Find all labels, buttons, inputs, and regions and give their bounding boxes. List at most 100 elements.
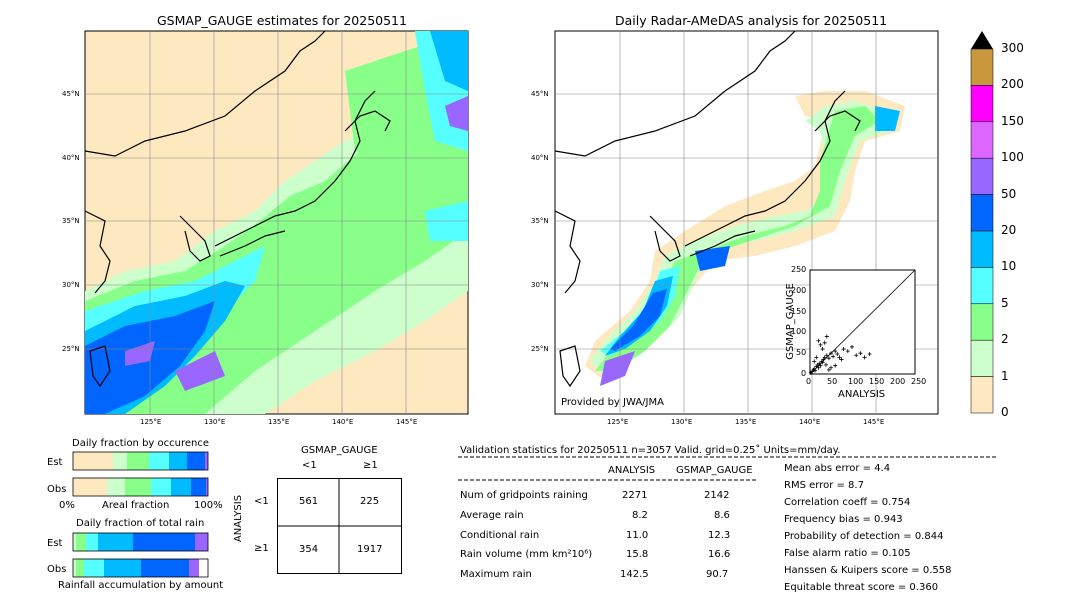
colorbar-tick-label: 20 xyxy=(1001,223,1017,237)
score-ets: Equitable threat score = 0.360 xyxy=(784,582,939,593)
colorbar xyxy=(970,31,994,414)
scatter-point xyxy=(814,355,819,360)
contingency-cell-ge-ge: 1917 xyxy=(357,544,383,555)
stat-row-gsmap: 16.6 xyxy=(708,549,731,560)
validation-col-analysis: ANALYSIS xyxy=(608,465,656,476)
score-hk: Hanssen & Kuipers score = 0.558 xyxy=(784,565,952,576)
occurrence-obs-label: Obs xyxy=(47,484,67,495)
validation-dashed-rule xyxy=(458,456,998,458)
colorbar-segment xyxy=(970,157,994,195)
colorbar-segment xyxy=(970,267,994,305)
scatter-point xyxy=(818,363,823,368)
stat-row-gsmap: 2142 xyxy=(704,490,730,501)
occurrence-axis-right: 100% xyxy=(194,500,223,511)
scatter-point xyxy=(850,344,854,349)
colorbar-segment xyxy=(970,48,994,86)
colorbar-tick-label: 200 xyxy=(1001,77,1024,92)
colorbar-tick-label: 5 xyxy=(1001,295,1009,310)
scatter-point xyxy=(858,351,863,356)
colorbar-tick-label: 100 xyxy=(1001,150,1024,165)
contingency-grid xyxy=(277,478,402,574)
scatter-x-tick: 0 xyxy=(806,377,812,386)
colorbar-tick-label: 1 xyxy=(1001,368,1009,383)
colorbar-segment xyxy=(970,85,994,123)
right-lat-25: 25°N xyxy=(531,345,549,353)
right-lon-135: 135°E xyxy=(735,418,757,426)
stat-row-analysis: 15.8 xyxy=(626,549,649,560)
scatter-point xyxy=(821,357,826,362)
stat-row-label: Num of gridpoints raining xyxy=(460,490,588,501)
scatter-x-tick: 100 xyxy=(848,377,864,386)
right-map xyxy=(554,30,939,415)
scatter-point xyxy=(822,340,827,345)
scatter-point xyxy=(831,354,836,359)
scatter-point xyxy=(839,357,844,362)
total-rain-obs-label: Obs xyxy=(47,564,67,575)
left-lon-130: 130°E xyxy=(204,418,226,426)
scatter-ylabel: GSMAP_GAUGE xyxy=(784,283,796,360)
colorbar-segment xyxy=(970,230,994,268)
left-map-title: GSMAP_GAUGE estimates for 20250511 xyxy=(157,13,407,28)
occurrence-est-label: Est xyxy=(47,457,63,468)
scatter-point xyxy=(862,355,867,360)
right-lat-45: 45°N xyxy=(531,90,549,98)
scatter-x-tick: 200 xyxy=(890,377,906,386)
colorbar-extend-triangle xyxy=(971,31,993,49)
left-lon-145: 145°E xyxy=(396,418,418,426)
stat-row-gsmap: 8.6 xyxy=(714,510,730,521)
contingency-cell-lt-lt: 561 xyxy=(299,496,319,507)
stat-row-gsmap: 12.3 xyxy=(708,530,731,541)
right-lon-145: 145°E xyxy=(863,418,885,426)
scatter-point xyxy=(813,368,818,373)
left-lon-135: 135°E xyxy=(268,418,290,426)
validation-header: Validation statistics for 20250511 n=305… xyxy=(460,445,841,456)
right-lon-125: 125°E xyxy=(607,418,629,426)
left-lat-35: 35°N xyxy=(62,217,80,225)
scatter-point xyxy=(833,363,838,368)
scatter-xlabel: ANALYSIS xyxy=(838,389,886,400)
scatter-point xyxy=(837,355,842,360)
right-lat-30: 30°N xyxy=(531,281,549,289)
score-correlation: Correlation coeff = 0.754 xyxy=(784,497,911,508)
scatter-y-tick: 0 xyxy=(801,369,807,378)
contingency-cell-lt-ge: 225 xyxy=(360,496,380,507)
left-lat-45: 45°N xyxy=(62,90,80,98)
occurrence-title: Daily fraction by occurence xyxy=(72,438,210,449)
data-credit: Provided by JWA/JMA xyxy=(561,397,664,408)
validation-col-gsmap: GSMAP_GAUGE xyxy=(676,465,753,476)
colorbar-tick-label: 0 xyxy=(1001,405,1009,419)
scatter-point xyxy=(835,352,840,357)
scatter-point xyxy=(826,367,831,372)
colorbar-segment xyxy=(970,194,994,232)
occurrence-axis-mid: Areal fraction xyxy=(102,500,170,511)
score-pod: Probability of detection = 0.844 xyxy=(784,531,944,542)
stat-row-label: Maximum rain xyxy=(460,569,532,580)
contingency-col-title: GSMAP_GAUGE xyxy=(301,445,378,456)
contingency-col-ge: ≥1 xyxy=(363,460,378,471)
scatter-point xyxy=(841,347,846,352)
stat-row-label: Rain volume (mm km²10⁶) xyxy=(460,549,593,560)
right-lon-140: 140°E xyxy=(799,418,821,426)
scatter-x-tick: 250 xyxy=(911,377,927,386)
contingency-row-lt: <1 xyxy=(254,496,269,507)
left-lat-40: 40°N xyxy=(62,154,80,162)
scatter-point xyxy=(824,334,829,339)
stat-row-gsmap: 90.7 xyxy=(706,569,729,580)
scatter-point xyxy=(816,338,821,343)
scatter-point xyxy=(820,347,825,352)
scatter-point xyxy=(820,360,825,365)
colorbar-segment xyxy=(970,339,994,377)
total-rain-footer: Rainfall accumulation by amount xyxy=(58,580,224,591)
scatter-point xyxy=(826,356,831,361)
colorbar-segment xyxy=(970,303,994,341)
scatter-point xyxy=(817,361,822,366)
contingency-row-title: ANALYSIS xyxy=(233,494,245,543)
right-lon-130: 130°E xyxy=(671,418,693,426)
scatter-y-tick: 200 xyxy=(791,285,807,295)
total-rain-bars xyxy=(72,532,209,578)
scatter-y-tick: 100 xyxy=(791,327,807,337)
scatter-point xyxy=(822,355,827,360)
scatter-point xyxy=(823,362,828,367)
contingency-row-ge: ≥1 xyxy=(254,543,269,554)
validation-table-rule xyxy=(458,479,758,481)
